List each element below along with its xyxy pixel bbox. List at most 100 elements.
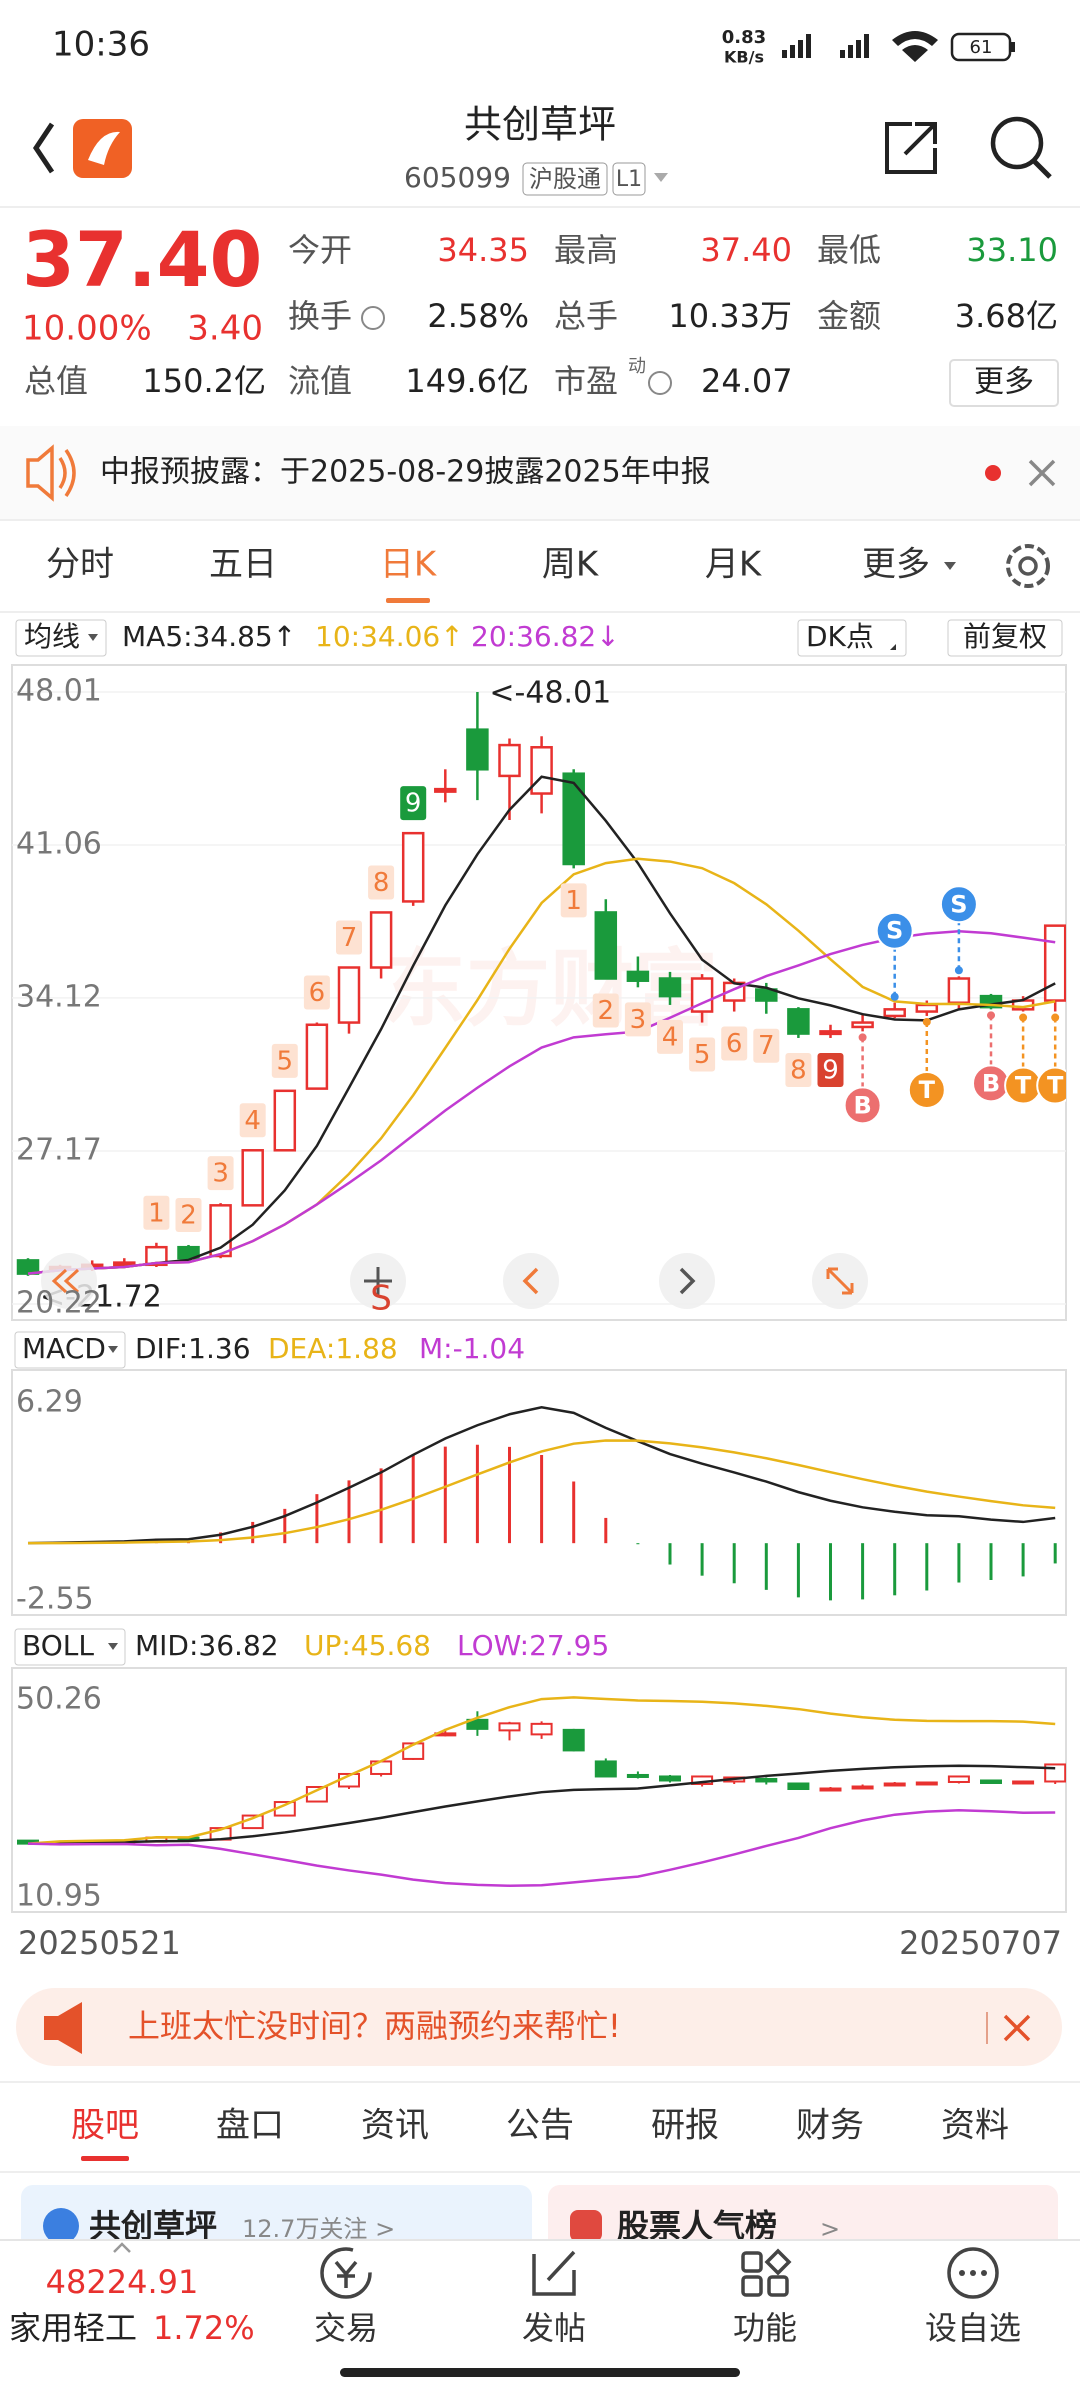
y-tick-label: 6.29 (16, 1385, 83, 1420)
net-unit: KB/s (724, 48, 764, 67)
home-indicator (340, 2368, 740, 2377)
candle-body (915, 1003, 939, 1013)
y-tick-label: 48.01 (16, 674, 102, 709)
search-button[interactable] (990, 116, 1044, 170)
index-name: 家用轻工 (9, 2309, 137, 2347)
candle-body (690, 977, 714, 1013)
rank-card[interactable] (548, 2185, 1058, 2255)
nav-item[interactable]: 发帖 (522, 2309, 586, 2347)
candle-body (305, 1023, 329, 1090)
field-value: 37.40 (700, 231, 792, 269)
control-icon (522, 1267, 539, 1295)
info-icon[interactable] (361, 306, 385, 330)
indicator-select[interactable] (15, 619, 107, 657)
field-value: 10.33万 (668, 297, 792, 335)
count-box (271, 1043, 298, 1078)
candle-body (626, 1773, 649, 1778)
candle-body (594, 911, 618, 980)
period-tab[interactable]: 日K (380, 545, 438, 585)
candle-body (980, 1779, 1002, 1784)
adjust-button[interactable] (947, 619, 1063, 657)
count-box (207, 1156, 234, 1191)
notice-bar[interactable] (0, 426, 1080, 520)
y-tick-label: -2.55 (16, 1582, 94, 1617)
signal-marker[interactable] (939, 885, 978, 924)
ad-text: 上班太忙没时间？两融预约来帮忙! (128, 2007, 621, 2045)
back-button[interactable] (32, 122, 55, 174)
nav-item[interactable]: 设自选 (925, 2309, 1021, 2347)
count-label: 9 (822, 1055, 839, 1085)
card-sub: 12.7万关注 > (242, 2215, 395, 2243)
share-button[interactable] (885, 122, 937, 174)
content-tab[interactable]: 财务 (796, 2106, 864, 2146)
tag-box (522, 162, 608, 196)
boll-low (27, 1809, 1056, 1887)
stock-level: L1 (616, 167, 642, 192)
count-box (175, 1197, 202, 1232)
candle-body (530, 1722, 553, 1736)
count-label: 8 (373, 868, 390, 898)
count-label: 9 (405, 789, 422, 819)
count-label: 6 (309, 978, 326, 1008)
close-ad[interactable] (1003, 2014, 1031, 2042)
stock-card[interactable] (21, 2185, 532, 2255)
more-button[interactable] (949, 359, 1059, 407)
info-icon[interactable] (648, 371, 672, 395)
y-tick-label: 50.26 (16, 1682, 102, 1717)
signal-marker[interactable] (843, 1086, 882, 1125)
count-label: 3 (630, 1005, 647, 1035)
count-box (400, 786, 427, 821)
settings-icon[interactable] (1006, 544, 1050, 588)
macd-legend-item: M:-1.04 (419, 1332, 525, 1365)
next-button[interactable] (659, 1253, 715, 1309)
macd-name: MACD (22, 1332, 106, 1365)
nav-item[interactable]: 交易 (314, 2309, 378, 2347)
nav-items: 交易 发帖 功能 设自选 (314, 2309, 1021, 2347)
speaker-icon (26, 444, 76, 502)
ma-legend-item: MA5:34.85↑ (122, 620, 296, 653)
signal-letter: B (853, 1091, 871, 1119)
count-box (721, 1026, 748, 1061)
content-tab[interactable]: 盘口 (216, 2106, 284, 2146)
count-box (817, 1052, 844, 1087)
period-tab[interactable]: 五日 (209, 545, 277, 585)
candle-body (401, 831, 425, 903)
signal-marker[interactable] (907, 1070, 946, 1109)
prev-button[interactable] (503, 1253, 559, 1309)
ma-legend-item: 10:34.06↑ (315, 620, 464, 653)
control-icon (826, 1267, 854, 1295)
field-label: 换手 (288, 297, 352, 335)
nav-item[interactable]: 功能 (733, 2309, 797, 2347)
content-tab[interactable]: 研报 (651, 2106, 719, 2146)
content-tab[interactable]: 公告 (506, 2106, 574, 2146)
dropdown-arrow[interactable] (654, 173, 668, 182)
boll-select[interactable] (14, 1628, 126, 1666)
signal-dot (1019, 1013, 1028, 1022)
period-tab[interactable]: 分时 (46, 545, 114, 585)
ad-banner[interactable] (16, 1988, 1062, 2066)
count-label: 1 (565, 886, 582, 916)
signal-marker[interactable] (875, 911, 914, 950)
dk-button[interactable] (797, 619, 907, 657)
period-tab[interactable]: 周K (542, 545, 600, 585)
macd-select[interactable] (14, 1331, 126, 1369)
candle-body (562, 1728, 585, 1752)
content-tab[interactable]: 资讯 (361, 2106, 429, 2146)
count-box (336, 920, 362, 955)
index-value[interactable]: 48224.91 (46, 2263, 199, 2301)
content-tab[interactable]: 资料 (941, 2106, 1009, 2146)
candle-body (16, 1259, 40, 1275)
period-tab[interactable]: 更多 (862, 545, 930, 585)
count-box (143, 1195, 170, 1230)
period-tab[interactable]: 月K (705, 545, 763, 585)
signal-dot (922, 1017, 931, 1026)
content-tab[interactable]: 股吧 (71, 2106, 139, 2146)
count-box (303, 975, 330, 1010)
control-button[interactable] (41, 1253, 97, 1309)
end-date: 20250707 (899, 1924, 1062, 1962)
signal-marker[interactable] (1036, 1066, 1073, 1105)
count-box (368, 865, 395, 900)
count-box (239, 1103, 266, 1138)
tab-underline (386, 598, 430, 603)
close-notice[interactable] (1028, 459, 1056, 487)
